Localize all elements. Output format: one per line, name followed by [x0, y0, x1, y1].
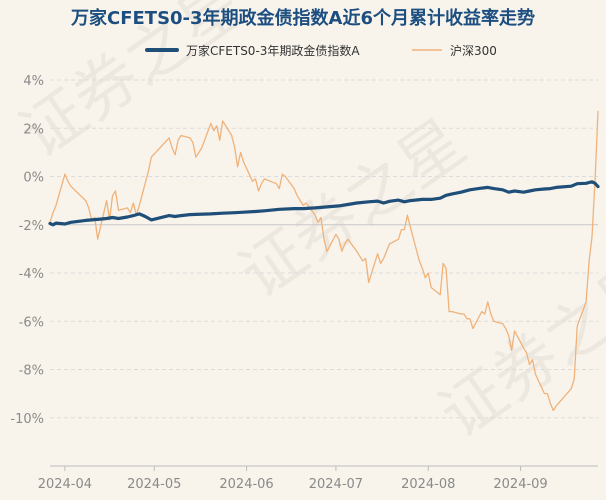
y-tick-label: -6% [19, 315, 44, 330]
y-tick-label: 2% [23, 122, 44, 137]
x-tick-label: 2024-09 [493, 477, 547, 492]
y-tick-label: 4% [23, 74, 44, 89]
y-tick-label: -4% [19, 267, 44, 282]
x-tick-label: 2024-04 [38, 477, 92, 492]
legend: 万家CFETS0-3年期政金债指数A 沪深300 [145, 43, 497, 58]
y-tick-label: 0% [23, 171, 44, 186]
axis-layer: 4% 2% 0% -2% -4% -6% -8% -10% 2024-04 2024-05 2024… [10, 74, 598, 492]
watermark-layer: 证券之星 证券之星 证券之星 [7, 0, 606, 453]
legend-label-series-1: 沪深300 [450, 44, 497, 58]
series-line-0 [48, 180, 600, 227]
grid-layer [50, 79, 598, 419]
watermark-text-3: 证券之星 [427, 246, 606, 453]
chart-title: 万家CFETS0-3年期政金债指数A近6个月累计收益率走势 [70, 7, 535, 29]
series-line-1 [49, 110, 599, 412]
y-tick-label: -8% [19, 364, 44, 379]
x-tick-label: 2024-08 [401, 477, 455, 492]
x-tick-label: 2024-05 [127, 477, 181, 492]
y-tick-label: -2% [19, 219, 44, 234]
x-tick-label: 2024-07 [309, 477, 363, 492]
x-tick-label: 2024-06 [219, 477, 273, 492]
y-tick-label: -10% [10, 412, 44, 427]
series-layer [48, 110, 600, 412]
legend-label-series-0: 万家CFETS0-3年期政金债指数A [186, 43, 360, 58]
